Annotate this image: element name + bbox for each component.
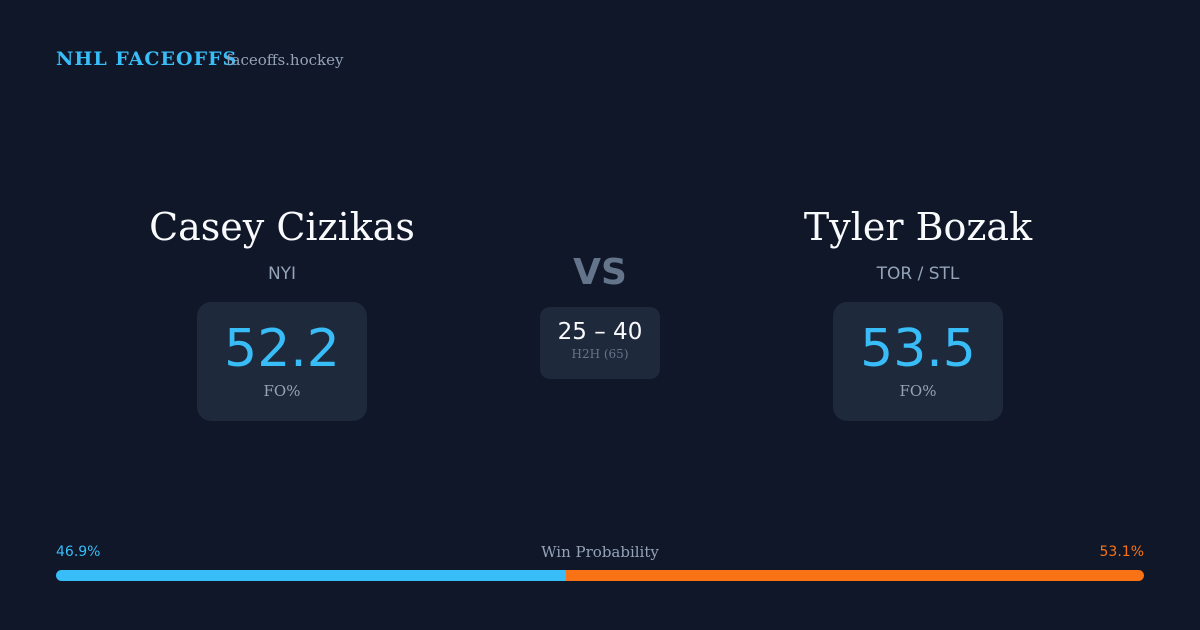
fo-pct: 53.5 bbox=[860, 319, 976, 379]
h2h-score: 25 – 40 bbox=[557, 319, 643, 345]
versus: VS bbox=[573, 252, 627, 293]
stat-card: 52.2 FO% bbox=[197, 302, 367, 421]
win-prob-bar bbox=[56, 570, 1144, 581]
win-prob-segment bbox=[566, 570, 1144, 581]
team: NYI bbox=[267, 264, 297, 284]
win-prob-segment bbox=[56, 570, 567, 581]
win-prob-right: 53.1% bbox=[1099, 544, 1144, 560]
win-prob-title: Win Probability bbox=[541, 543, 659, 561]
win-prob-left: 46.9% bbox=[56, 544, 101, 560]
h2h-label: H2H (65) bbox=[571, 347, 629, 361]
brand[interactable]: NHL FACEOFFS bbox=[56, 48, 238, 70]
fo-label: FO% bbox=[263, 382, 301, 400]
player-name: Tyler Bozak bbox=[803, 205, 1033, 249]
fo-label: FO% bbox=[899, 382, 937, 400]
fo-pct: 52.2 bbox=[224, 319, 340, 379]
site-url[interactable]: faceoffs.hockey bbox=[226, 51, 344, 69]
stat-card: 53.5 FO% bbox=[833, 302, 1003, 421]
player-name: Casey Cizikas bbox=[149, 205, 415, 249]
team: TOR / STL bbox=[876, 264, 960, 284]
h2h-card: 25 – 40 H2H (65) bbox=[540, 307, 660, 379]
